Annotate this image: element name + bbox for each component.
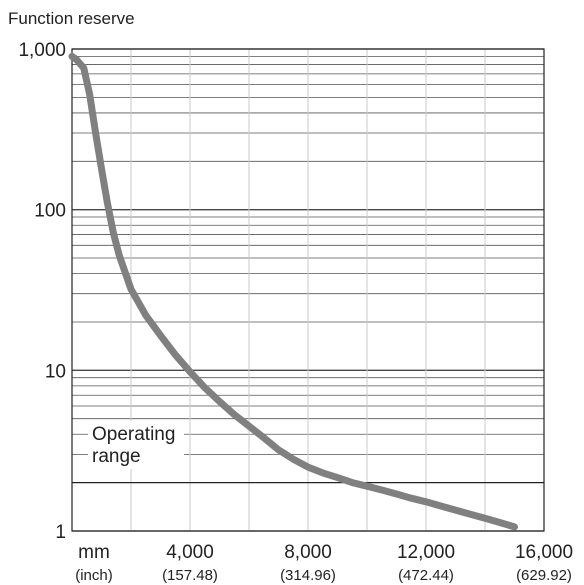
x-tick-label: 8,000 — [284, 542, 332, 563]
x-tick-label: 4,000 — [166, 542, 214, 563]
operating-range-label: Operating — [92, 424, 175, 445]
series-line — [68, 52, 518, 531]
y-tick-label: 10 — [45, 361, 66, 382]
x-tick-sublabel: (157.48) — [162, 567, 218, 584]
y-tick-label: 1,000 — [18, 40, 66, 61]
x-tick-sublabel: (629.92) — [516, 567, 572, 584]
annotation-background — [88, 421, 184, 469]
plot-frame — [71, 48, 545, 532]
y-tick-labels: 1 10 100 1,000 — [18, 40, 66, 543]
x-tick-label: 16,000 — [515, 542, 573, 563]
x-tick-labels: 4,000 (157.48) 8,000 (314.96) 12,000 (472.44)… — [162, 542, 573, 584]
operating-range-label-line2: range — [92, 446, 141, 467]
x-unit-label: mm — [78, 542, 110, 563]
y-tick-label: 100 — [34, 201, 66, 222]
x-tick-label: 12,000 — [397, 542, 455, 563]
x-tick-sublabel: (472.44) — [398, 567, 454, 584]
x-unit-sublabel: (inch) — [75, 567, 113, 584]
y-axis-label: Function reserve — [8, 9, 135, 28]
series — [68, 52, 518, 531]
y-tick-label: 1 — [55, 522, 66, 543]
x-tick-sublabel: (314.96) — [280, 567, 336, 584]
